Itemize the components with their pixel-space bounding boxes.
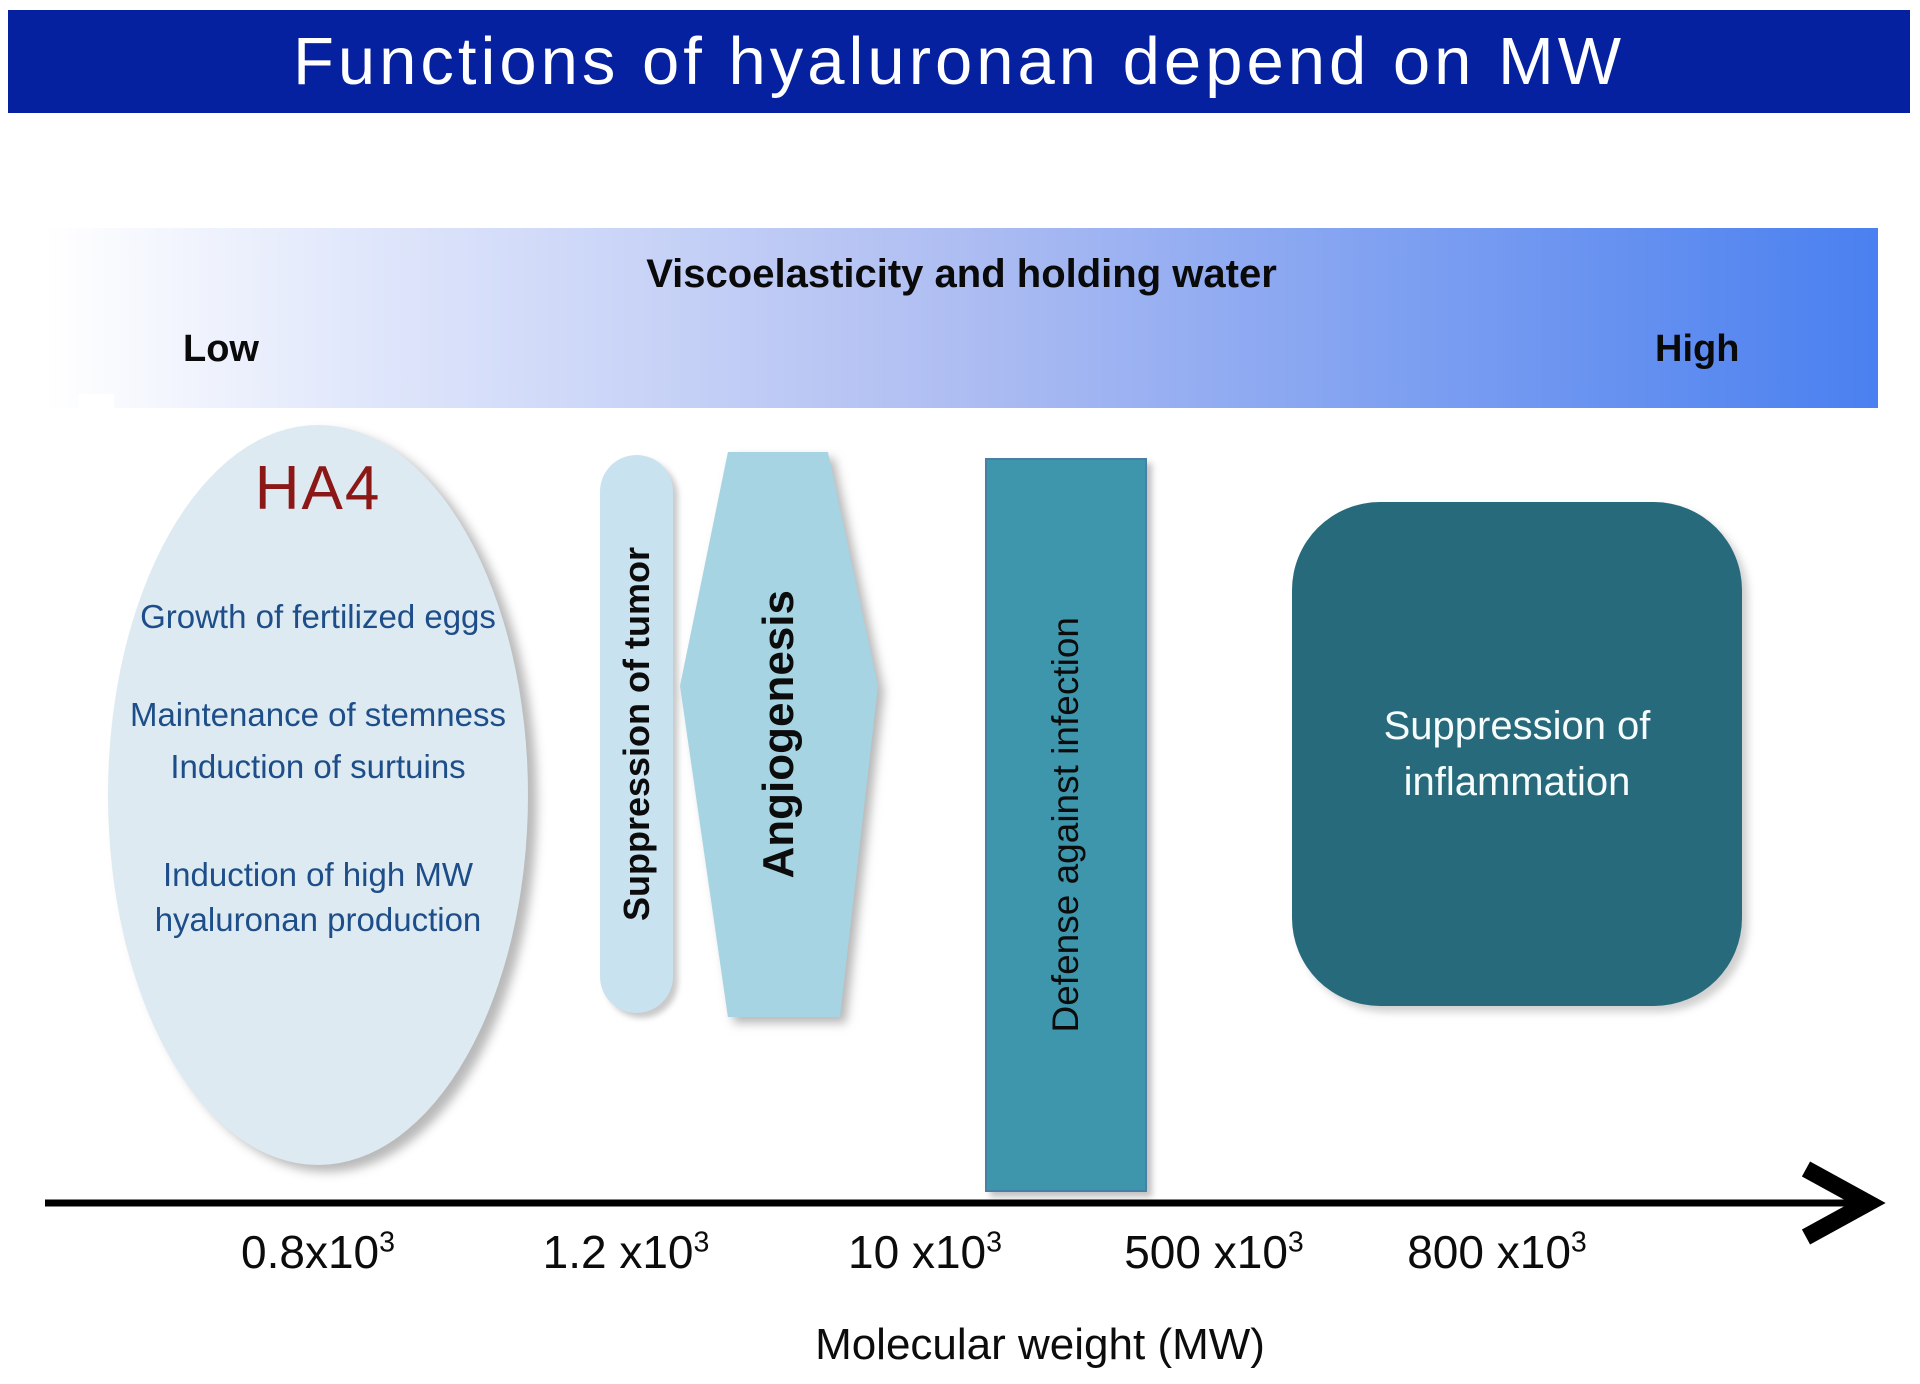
axis-tick-label: 0.8x103 bbox=[188, 1225, 448, 1279]
ha4-ellipse: HA4 Growth of fertilized eggs Maintenanc… bbox=[108, 425, 528, 1165]
tick-base: 10 x10 bbox=[848, 1226, 987, 1278]
suppression-of-inflammation-label-line2: inflammation bbox=[1403, 760, 1631, 804]
x-axis-title: Molecular weight (MW) bbox=[815, 1320, 1265, 1369]
title-bar: Functions of hyaluronan depend on MW bbox=[8, 10, 1910, 113]
ha4-item: hyaluronan production bbox=[154, 901, 482, 938]
tick-base: 500 x10 bbox=[1124, 1226, 1288, 1278]
ha4-item: Induction of high MW bbox=[163, 856, 473, 893]
angiogenesis-label: Angiogenesis bbox=[754, 590, 803, 879]
angiogenesis-hexagon: Angiogenesis bbox=[680, 452, 878, 1017]
x-axis bbox=[45, 1161, 1886, 1245]
tick-exponent: 3 bbox=[693, 1226, 710, 1259]
ha4-item: Maintenance of stemness bbox=[129, 696, 507, 733]
tick-exponent: 3 bbox=[379, 1226, 395, 1259]
defense-against-infection-shape: Defense against infection bbox=[985, 458, 1147, 1192]
tick-base: 1.2 x10 bbox=[542, 1226, 694, 1278]
tick-exponent: 3 bbox=[1287, 1226, 1304, 1259]
low-label: Low bbox=[183, 328, 259, 370]
tick-exponent: 3 bbox=[986, 1226, 1002, 1259]
suppression-of-inflammation-label-line1: Suppression of bbox=[1383, 704, 1651, 748]
suppression-of-tumor-label: Suppression of tumor bbox=[615, 546, 657, 921]
suppression-of-tumor-shape: Suppression of tumor bbox=[600, 455, 673, 1013]
axis-tick-label: 800 x103 bbox=[1367, 1225, 1627, 1279]
axis-tick-label: 500 x103 bbox=[1084, 1225, 1344, 1279]
tick-exponent: 3 bbox=[1570, 1226, 1587, 1259]
viscoelasticity-gradient-bar: Viscoelasticity and holding water Low Hi… bbox=[45, 228, 1878, 408]
tick-base: 0.8x10 bbox=[241, 1226, 380, 1278]
ha4-item: Induction of surtuins bbox=[170, 748, 466, 785]
defense-against-infection-label: Defense against infection bbox=[1045, 617, 1086, 1033]
suppression-of-inflammation-shape: Suppression of inflammation bbox=[1292, 502, 1742, 1006]
axis-tick-label: 10 x103 bbox=[795, 1225, 1055, 1279]
gradient-bar-label: Viscoelasticity and holding water bbox=[646, 252, 1277, 296]
gradient-bar-notch bbox=[78, 394, 114, 408]
axis-tick-label: 1.2 x103 bbox=[496, 1225, 756, 1279]
high-label: High bbox=[1655, 328, 1740, 370]
angiogenesis-shape: Angiogenesis bbox=[680, 452, 878, 1017]
ha4-item: Growth of fertilized eggs bbox=[140, 598, 496, 635]
x-axis-arrowhead-icon bbox=[1801, 1161, 1886, 1245]
page-title: Functions of hyaluronan depend on MW bbox=[292, 24, 1626, 99]
tick-base: 800 x10 bbox=[1407, 1226, 1571, 1278]
ha4-heading: HA4 bbox=[254, 454, 382, 523]
